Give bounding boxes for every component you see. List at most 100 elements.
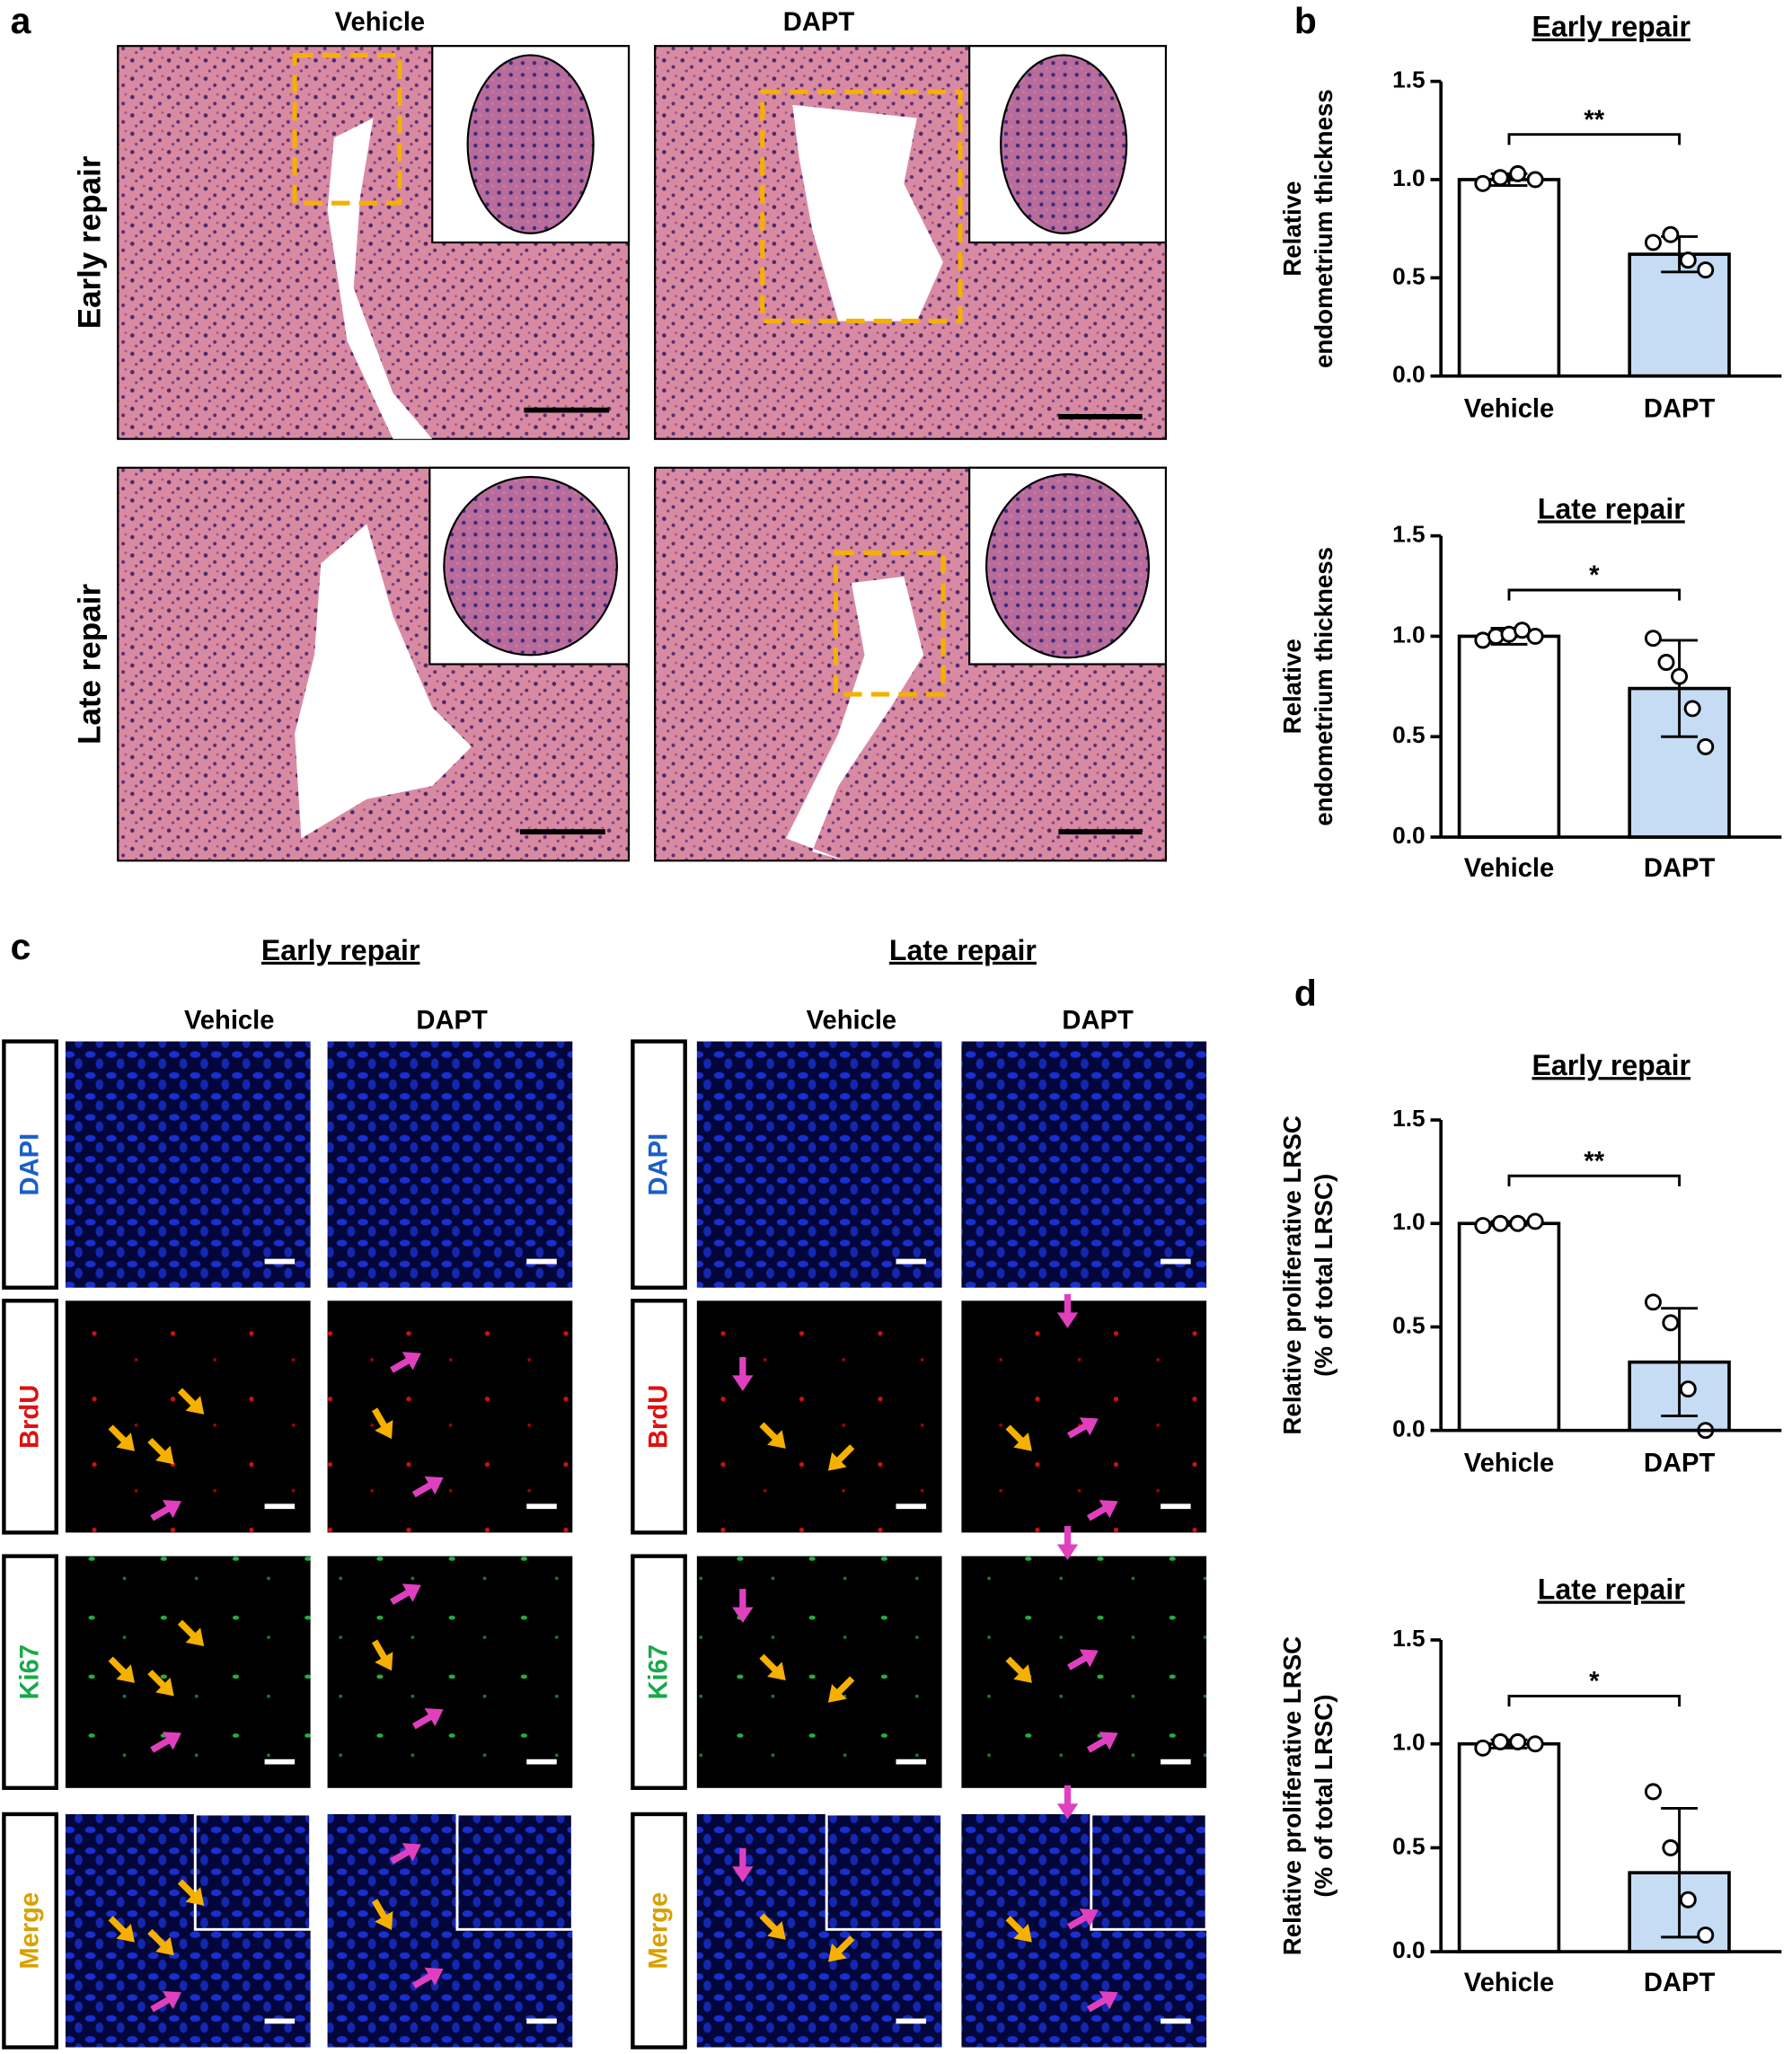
lumen	[792, 104, 943, 322]
x-tick-label: Vehicle	[1464, 1449, 1555, 1477]
column-label: Vehicle	[335, 8, 426, 37]
row-label-box	[2, 1299, 58, 1535]
arrow-head	[1079, 1649, 1099, 1668]
significance-label: *	[1589, 561, 1600, 590]
arrow-head	[1056, 1803, 1079, 1820]
micrograph	[696, 1041, 942, 1288]
inset	[1090, 1812, 1208, 1931]
significance-label: *	[1589, 1668, 1600, 1697]
arrow	[390, 1583, 421, 1605]
arrow-head	[424, 1967, 444, 1986]
row-label: DAPI	[16, 1133, 45, 1196]
arrow	[147, 1928, 174, 1956]
arrow	[1056, 1526, 1079, 1561]
zoom-box	[833, 551, 946, 697]
arrow-head	[116, 1664, 135, 1683]
row-label-box	[631, 1299, 687, 1535]
significance-bracket	[1507, 133, 1682, 145]
y-tick-label: 1.0	[1392, 164, 1426, 191]
arrow-head	[155, 1936, 174, 1956]
arrow	[759, 1653, 786, 1680]
arrow-head	[155, 1445, 174, 1465]
y-tick-label: 0.0	[1392, 361, 1426, 388]
y-tick-label: 1.0	[1392, 1729, 1426, 1756]
arrow-head	[116, 1433, 135, 1451]
arrow-head	[732, 1375, 754, 1391]
row-label-box	[2, 1554, 58, 1790]
arrow-head	[1099, 1990, 1118, 2010]
significance-label: **	[1584, 106, 1604, 135]
data-point	[1526, 1735, 1544, 1753]
data-point	[1509, 164, 1527, 182]
micrograph	[961, 1556, 1207, 1788]
x-tick-label: DAPT	[1644, 1449, 1716, 1477]
arrow-head	[402, 1352, 421, 1371]
inset-tissue	[985, 472, 1151, 659]
micrograph	[696, 1556, 942, 1788]
data-point	[1683, 700, 1701, 718]
significance-bracket	[1507, 1174, 1682, 1186]
y-tick-label: 1.5	[1392, 521, 1426, 548]
column-label: DAPT	[416, 1006, 488, 1035]
data-point	[1662, 225, 1680, 243]
row-label: DAPI	[645, 1133, 674, 1196]
data-point	[1697, 261, 1715, 279]
arrow	[390, 1843, 421, 1864]
row-label: Merge	[645, 1892, 674, 1970]
arrow	[371, 1899, 393, 1930]
inset-tissue	[443, 475, 618, 657]
data-point	[1474, 174, 1492, 192]
lumen	[327, 118, 433, 439]
chart-title: Early repair	[1532, 11, 1690, 43]
data-point	[1644, 630, 1662, 648]
fluorescence-images: DAPI DAPI BrdU BrdU Ki67 Ki67 Merge Merge	[2, 1039, 1208, 2050]
row-label-box	[631, 1039, 687, 1290]
x-tick-label: DAPT	[1644, 1969, 1716, 1997]
zoom-box	[760, 89, 963, 324]
x-tick-label: DAPT	[1644, 854, 1716, 883]
y-tick-label: 1.5	[1392, 1625, 1426, 1652]
arrow	[390, 1352, 421, 1373]
arrow	[732, 1589, 754, 1624]
data-point	[1662, 1838, 1680, 1856]
data-point	[1491, 169, 1509, 187]
chart-title: Late repair	[1538, 1574, 1685, 1606]
y-tick-label: 0.5	[1392, 721, 1426, 748]
data-point	[1697, 737, 1715, 755]
arrow	[150, 1990, 181, 2013]
arrow-head	[155, 1677, 174, 1697]
y-axis-label: endometrium thickness	[1310, 547, 1337, 826]
arrow-head	[732, 1866, 754, 1882]
error-bar	[1661, 1307, 1698, 1417]
micrograph	[65, 1556, 311, 1788]
y-tick-label: 1.5	[1392, 1105, 1426, 1132]
bar	[1457, 634, 1561, 839]
group-title: Late repair	[889, 934, 1037, 966]
panel-label: d	[1294, 972, 1317, 1013]
row-label: Late repair	[72, 584, 107, 745]
lumen	[295, 524, 472, 839]
arrow-head	[162, 1990, 181, 2010]
column-label: DAPT	[1062, 1006, 1134, 1035]
column-label: Vehicle	[807, 1006, 897, 1035]
error-bar	[1661, 639, 1698, 738]
arrow	[371, 1639, 393, 1671]
y-tick-label: 1.0	[1392, 621, 1426, 648]
arrow	[1067, 1649, 1099, 1671]
column-label: DAPT	[783, 8, 855, 37]
arrow-head	[827, 1943, 847, 1962]
arrow-head	[1079, 1417, 1099, 1436]
inset-tissue	[1000, 54, 1128, 234]
data-point	[1526, 627, 1544, 645]
arrow	[1086, 1500, 1118, 1521]
row-label-box	[631, 1554, 687, 1790]
data-point	[1662, 1314, 1680, 1332]
arrow	[1067, 1909, 1099, 1930]
y-tick-label: 1.5	[1392, 66, 1426, 93]
arrow	[759, 1913, 786, 1940]
group-title: Early repair	[261, 934, 420, 966]
arrow-head	[1099, 1732, 1118, 1750]
significance-bracket	[1507, 588, 1682, 601]
row-label-box	[2, 1812, 58, 2050]
arrow-head	[1056, 1544, 1079, 1561]
